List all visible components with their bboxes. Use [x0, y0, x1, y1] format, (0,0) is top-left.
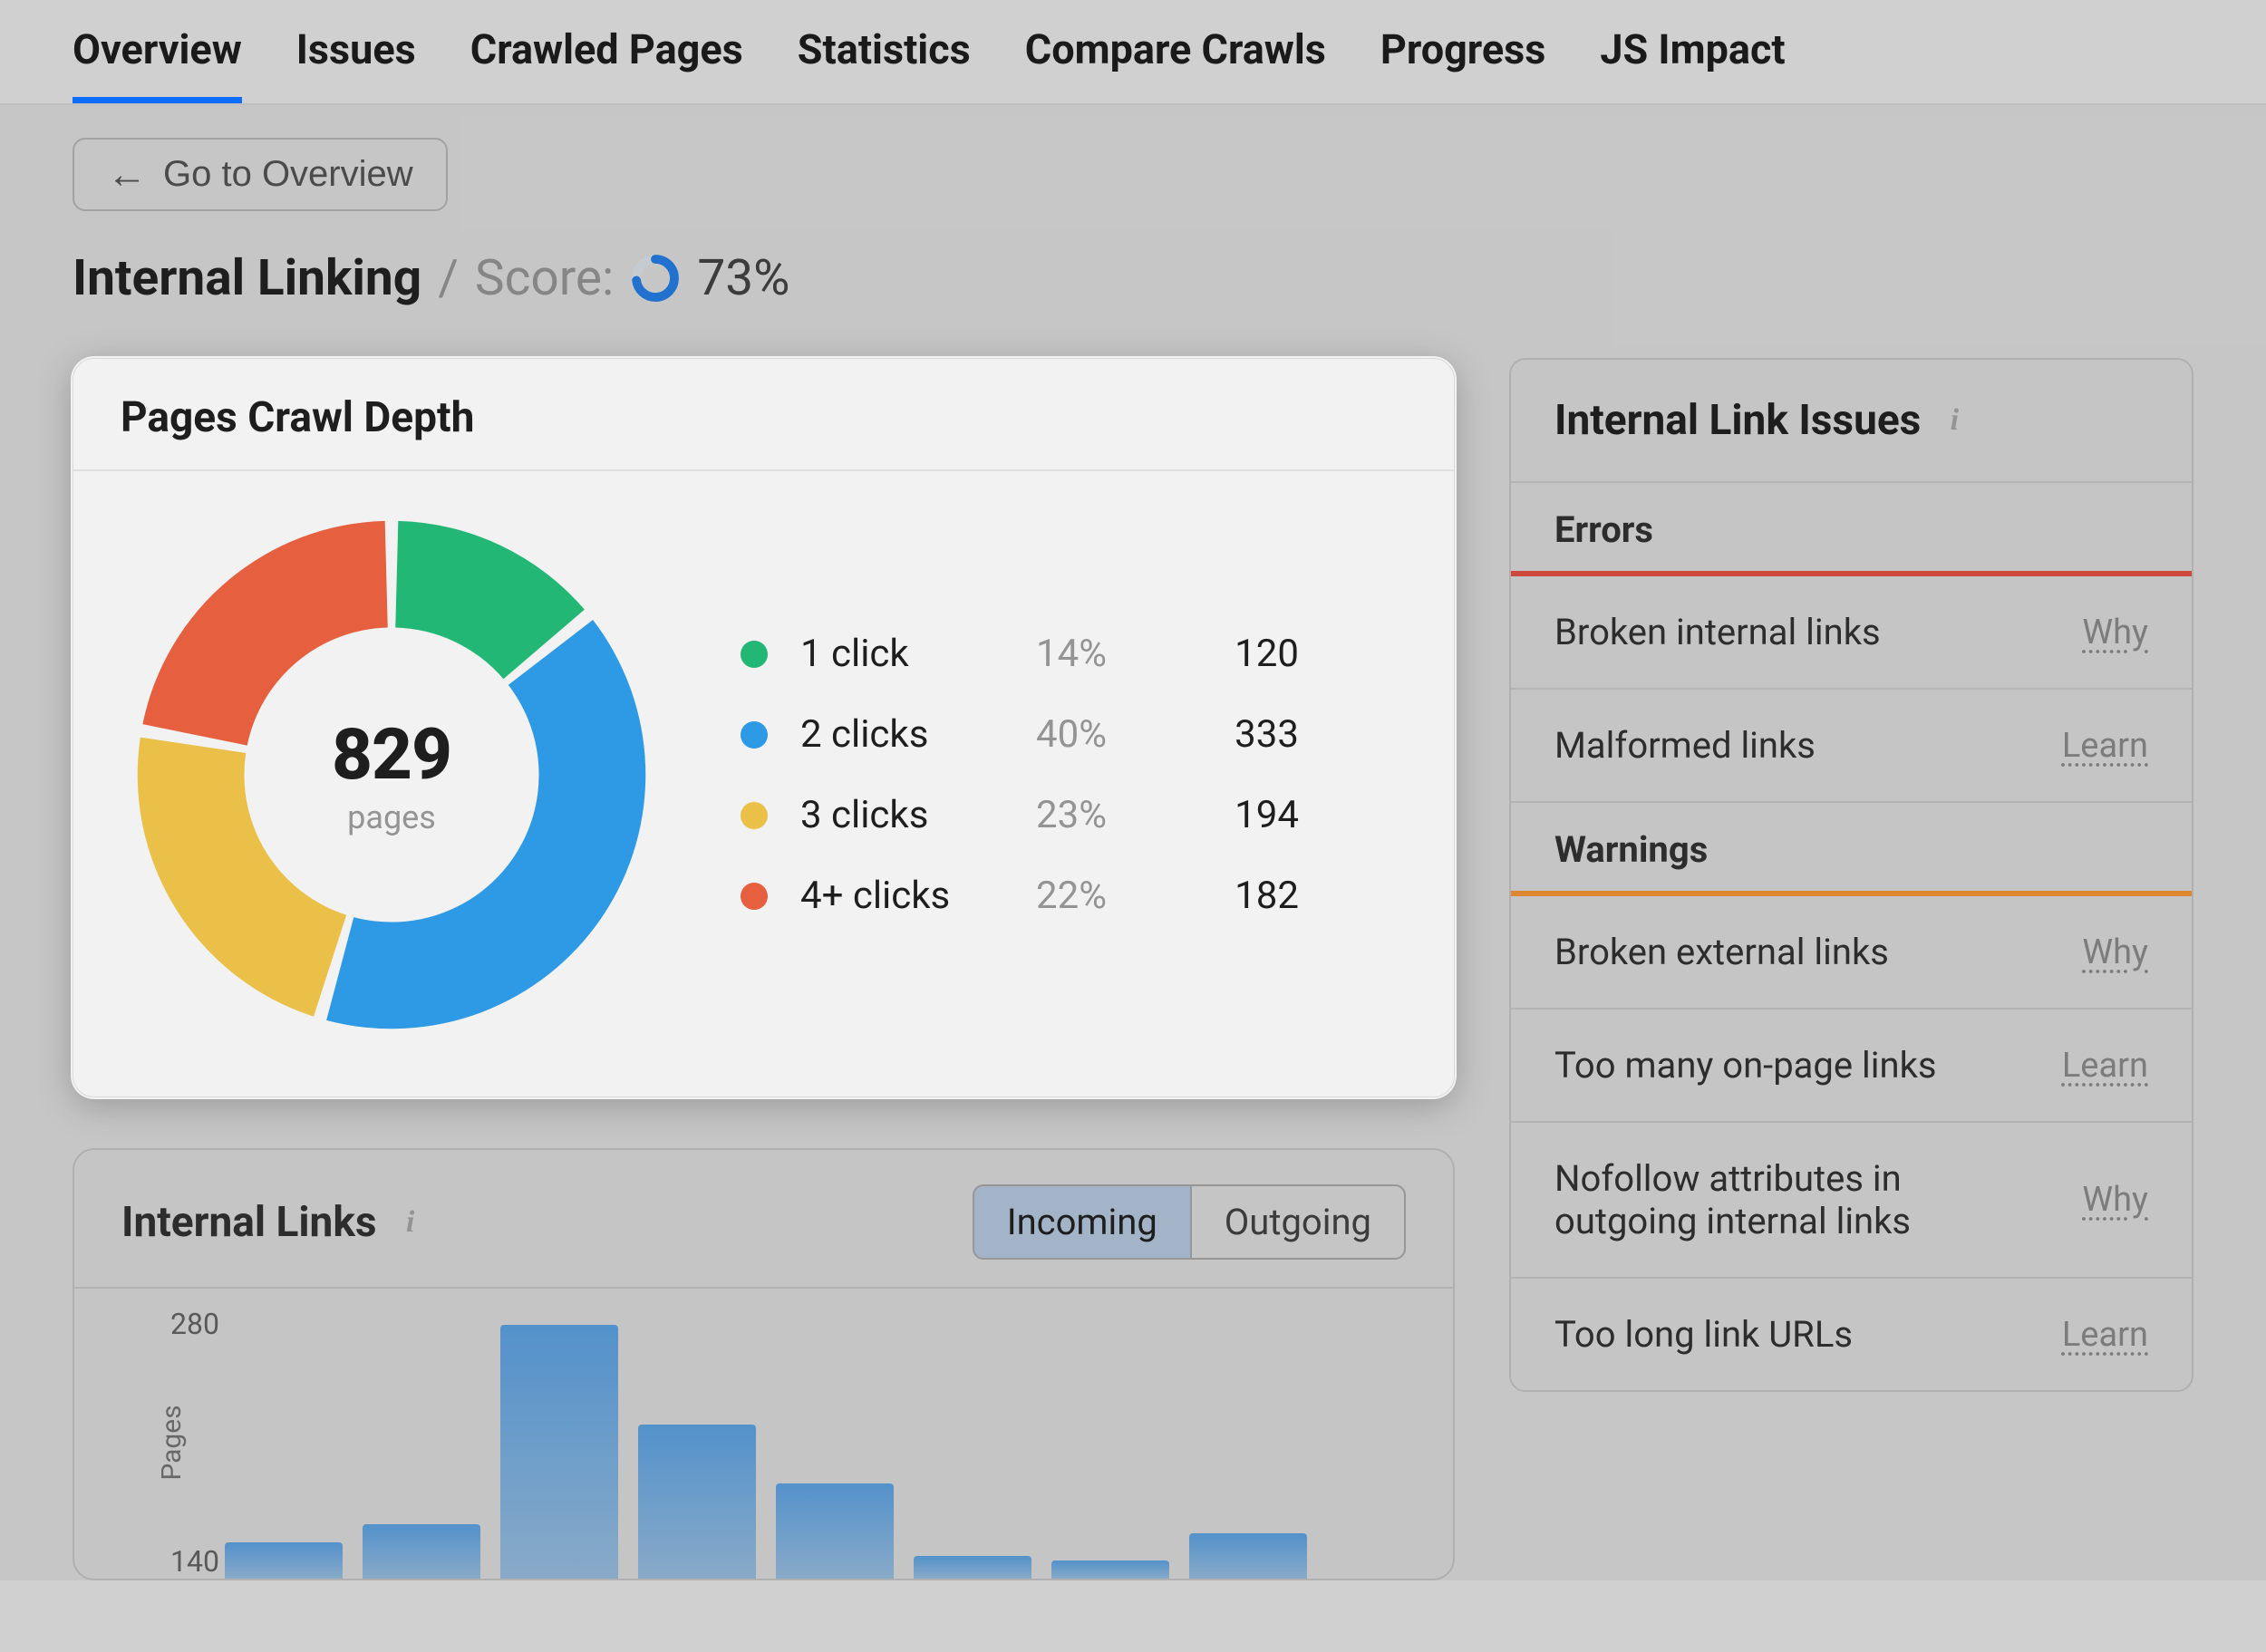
issue-link[interactable]: Why — [2082, 613, 2148, 652]
issue-text: Too many on-page links — [1554, 1044, 1936, 1087]
tab-issues[interactable]: Issues — [296, 25, 416, 103]
legend-count: 194 — [1190, 793, 1299, 837]
top-tabs: Overview Issues Crawled Pages Statistics Com… — [0, 0, 2266, 105]
go-to-overview-button[interactable]: ← Go to Overview — [73, 138, 448, 211]
bar — [638, 1425, 756, 1579]
score-ring-icon — [630, 253, 681, 304]
bar — [1189, 1533, 1307, 1579]
legend-label: 1 click — [800, 632, 1009, 676]
title-separator: / — [438, 249, 459, 307]
issue-text: Too long link URLs — [1554, 1313, 1853, 1356]
legend-dot — [741, 721, 768, 749]
crawl-depth-title: Pages Crawl Depth — [121, 393, 474, 442]
donut-total-label: pages — [347, 798, 436, 836]
legend-dot — [741, 802, 768, 829]
issue-row[interactable]: Broken internal links Why — [1511, 576, 2192, 690]
issue-link[interactable]: Why — [2082, 932, 2148, 972]
pages-crawl-depth-card: Pages Crawl Depth 829 pages 1 click 14% 12… — [73, 358, 1455, 1097]
legend-label: 3 clicks — [800, 793, 1009, 837]
internal-links-card: Internal Links i IncomingOutgoing Pages … — [73, 1148, 1455, 1580]
internal-link-issues-card: Internal Link Issues i ErrorsBroken inte… — [1509, 358, 2193, 1392]
crawl-depth-legend: 1 click 14% 120 2 clicks 40% 333 3 clicks 23% 19… — [741, 632, 1299, 918]
bar — [500, 1325, 618, 1579]
issue-row[interactable]: Too long link URLs Learn — [1511, 1279, 2192, 1390]
bar — [363, 1524, 480, 1579]
bar — [225, 1542, 343, 1579]
arrow-left-icon: ← — [107, 155, 147, 195]
legend-count: 120 — [1190, 632, 1299, 676]
legend-pct: 23% — [1036, 793, 1163, 837]
legend-label: 4+ clicks — [800, 874, 1009, 918]
issue-text: Broken external links — [1554, 931, 1889, 973]
issue-text: Broken internal links — [1554, 611, 1881, 653]
issues-section-errors: Errors — [1511, 483, 2192, 571]
legend-pct: 14% — [1036, 632, 1163, 676]
issue-link[interactable]: Why — [2082, 1180, 2148, 1220]
legend-count: 333 — [1190, 712, 1299, 757]
y-tick: 280 — [170, 1307, 219, 1341]
donut-total-value: 829 — [332, 714, 451, 797]
issue-link[interactable]: Learn — [2062, 1315, 2148, 1355]
y-axis-ticks: 280 140 — [170, 1307, 219, 1579]
incoming-outgoing-toggle: IncomingOutgoing — [973, 1184, 1406, 1260]
issue-row[interactable]: Nofollow attributes in outgoing internal… — [1511, 1123, 2192, 1279]
score-value: 73% — [697, 249, 789, 307]
legend-dot — [741, 641, 768, 668]
internal-links-bar-chart: Pages 280140 — [125, 1307, 1402, 1579]
bar — [1051, 1560, 1169, 1579]
issue-row[interactable]: Malformed links Learn — [1511, 690, 2192, 803]
issue-row[interactable]: Broken external links Why — [1511, 896, 2192, 1010]
legend-pct: 22% — [1036, 874, 1163, 918]
info-icon[interactable]: i — [1939, 405, 1970, 436]
bar — [776, 1483, 894, 1579]
issue-row[interactable]: Too many on-page links Learn — [1511, 1010, 2192, 1123]
legend-label: 2 clicks — [800, 712, 1009, 757]
tab-overview[interactable]: Overview — [73, 25, 242, 103]
y-tick: 140 — [170, 1544, 219, 1579]
toggle-incoming[interactable]: Incoming — [974, 1186, 1192, 1258]
bar — [914, 1556, 1031, 1579]
score-label: Score: — [475, 249, 614, 307]
issue-link[interactable]: Learn — [2062, 726, 2148, 766]
tab-statistics[interactable]: Statistics — [798, 25, 971, 103]
go-back-label: Go to Overview — [163, 154, 413, 195]
toggle-outgoing[interactable]: Outgoing — [1192, 1186, 1404, 1258]
info-icon[interactable]: i — [395, 1207, 426, 1238]
legend-pct: 40% — [1036, 712, 1163, 757]
issues-title: Internal Link Issues — [1554, 396, 1921, 445]
crawl-depth-donut: 829 pages — [124, 507, 659, 1042]
bars-area — [225, 1325, 1366, 1579]
issues-section-warnings: Warnings — [1511, 803, 2192, 891]
issue-text: Nofollow attributes in outgoing internal… — [1554, 1157, 1971, 1242]
page-title-row: Internal Linking / Score: 73% — [73, 249, 2193, 307]
issue-link[interactable]: Learn — [2062, 1046, 2148, 1086]
issue-text: Malformed links — [1554, 724, 1816, 767]
legend-dot — [741, 883, 768, 910]
page-title: Internal Linking — [73, 249, 421, 307]
tab-compare-crawls[interactable]: Compare Crawls — [1025, 25, 1326, 103]
internal-links-title: Internal Links — [121, 1198, 377, 1247]
tab-js-impact[interactable]: JS Impact — [1600, 25, 1785, 103]
legend-count: 182 — [1190, 874, 1299, 918]
tab-progress[interactable]: Progress — [1380, 25, 1546, 103]
tab-crawled-pages[interactable]: Crawled Pages — [470, 25, 743, 103]
